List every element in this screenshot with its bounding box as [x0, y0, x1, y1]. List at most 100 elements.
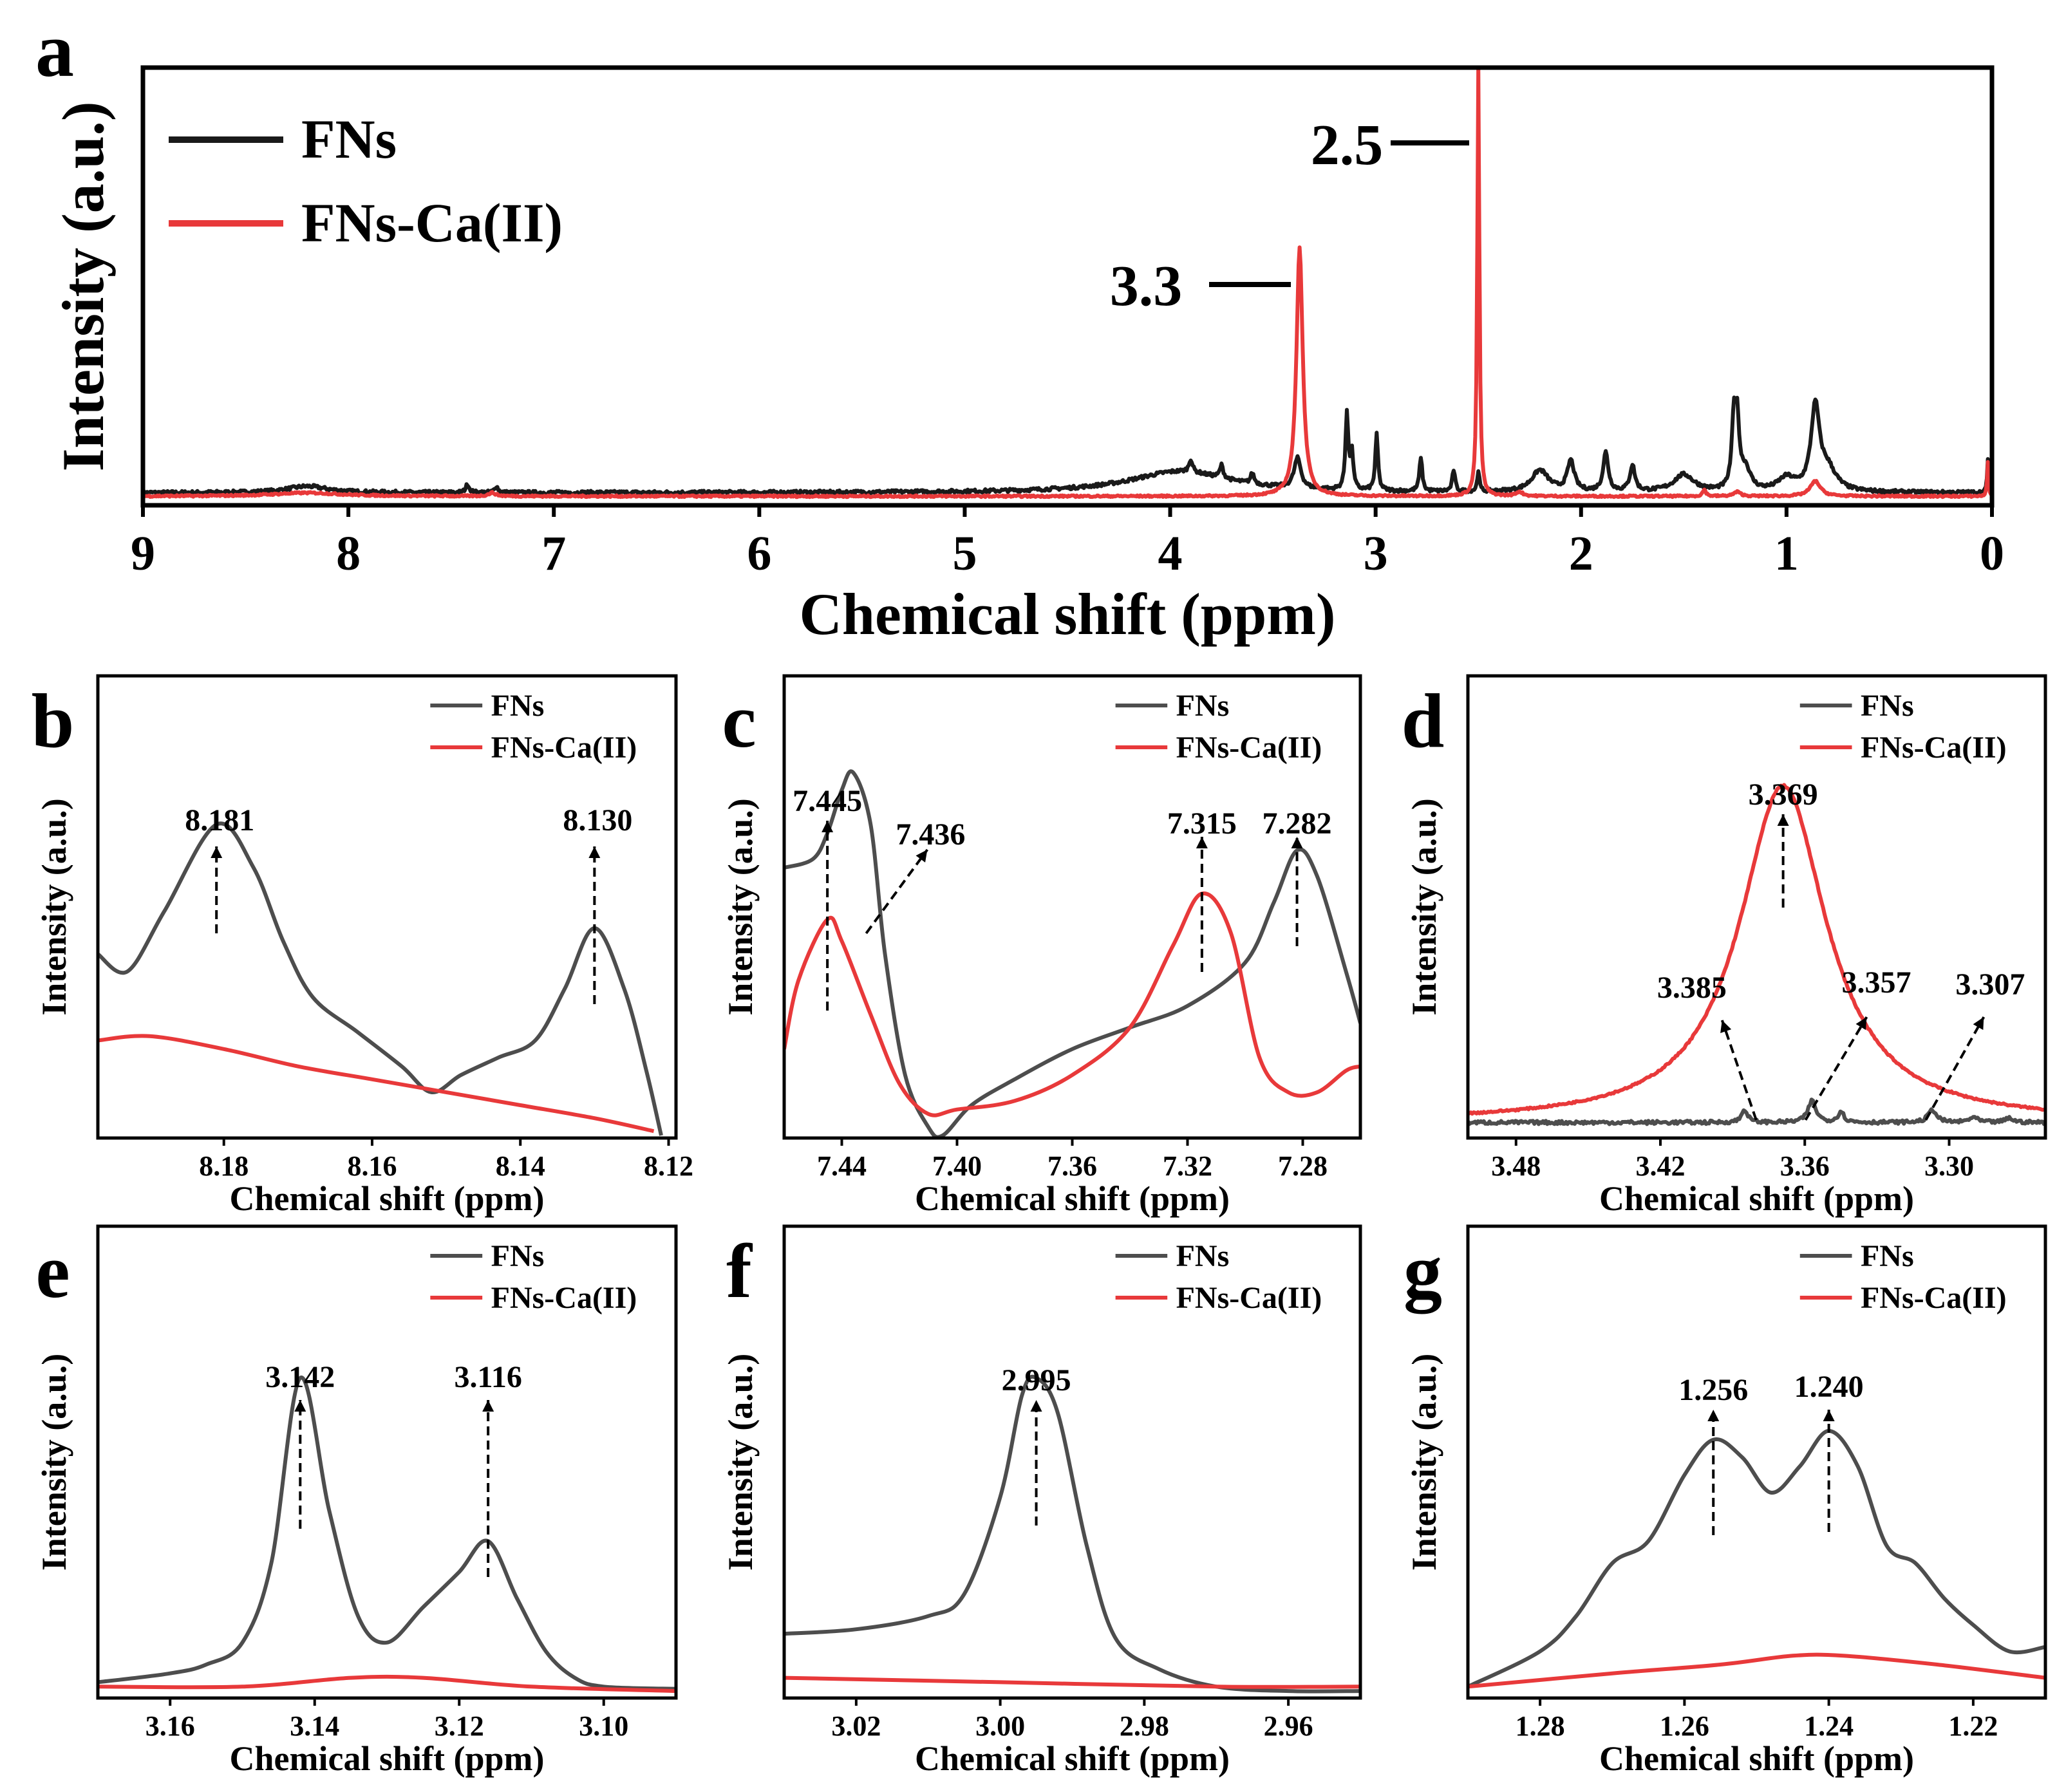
x-tick-label-e-1: 3.14	[290, 1710, 339, 1742]
legend-label-e-fns-ca: FNs-Ca(II)	[491, 1281, 637, 1315]
x-tick-label-f-1: 3.00	[975, 1710, 1025, 1742]
annotation-arrow-d-3	[1924, 1016, 1986, 1121]
panel-label-b: b	[32, 678, 75, 763]
annotation-label-g-1: 1.240	[1794, 1370, 1864, 1404]
y-axis-label-d: Intensity (a.u.)	[1405, 798, 1443, 1016]
legend-label-c-fns: FNs	[1176, 689, 1230, 723]
y-axis-label-e: Intensity (a.u.)	[35, 1354, 73, 1571]
x-axis-label-f: Chemical shift (ppm)	[915, 1739, 1230, 1778]
annotation-label-c-3: 7.282	[1263, 807, 1332, 841]
annotation-arrowhead-g-1	[1823, 1410, 1835, 1421]
panel-b: 8.18 8.16 8.14 8.12 Chemical shift (ppm) Inte…	[32, 674, 693, 1218]
x-tick-label-a-5: 4	[1158, 527, 1183, 581]
x-tick-label-g-2: 1.24	[1804, 1710, 1854, 1742]
annotation-arrowhead-d-1	[1720, 1020, 1732, 1033]
y-axis-label-a: Intensity (a.u.)	[50, 101, 116, 471]
x-tick-label-a-0: 9	[131, 527, 155, 581]
x-tick-label-b-2: 8.14	[496, 1150, 545, 1182]
annotation-arrowhead-c-3	[1291, 837, 1303, 848]
annotation-arrowhead-b-0	[211, 846, 223, 858]
annotation-arrowhead-c-0	[822, 821, 834, 832]
series-d-fns-ca	[1468, 783, 2045, 1116]
x-axis-label-g: Chemical shift (ppm)	[1599, 1739, 1914, 1778]
x-axis-label-b: Chemical shift (ppm)	[230, 1179, 545, 1218]
series-c-fns-ca	[784, 891, 1360, 1117]
x-tick-label-d-1: 3.42	[1636, 1150, 1686, 1182]
x-tick-label-d-2: 3.36	[1780, 1150, 1830, 1182]
x-tick-label-b-3: 8.12	[644, 1150, 693, 1182]
legend-label-f-fns-ca: FNs-Ca(II)	[1176, 1281, 1322, 1315]
annotation-arrowhead-e-0	[294, 1400, 306, 1412]
legend-label-g-fns: FNs	[1861, 1239, 1914, 1273]
annotation-arrowhead-f-0	[1030, 1400, 1042, 1412]
legend-label-d-fns: FNs	[1861, 689, 1914, 723]
x-tick-label-c-2: 7.36	[1047, 1150, 1097, 1182]
series-f-fns	[784, 1374, 1360, 1694]
panel-d: 3.48 3.42 3.36 3.30 Chemical shift (ppm) Inte…	[1402, 674, 2047, 1218]
panel-f: 3.02 3.00 2.98 2.96 Chemical shift (ppm) Inte…	[721, 1224, 1362, 1778]
legend-label-a-fns-ca: FNs-Ca(II)	[301, 192, 563, 254]
series-b-fns-ca	[98, 1034, 655, 1134]
legend-label-b-fns: FNs	[491, 689, 545, 723]
legend-label-f-fns: FNs	[1176, 1239, 1230, 1273]
series-a-fns	[143, 395, 1992, 496]
x-tick-label-a-2: 7	[541, 527, 566, 581]
annotation-label-c-0: 7.445	[793, 784, 862, 818]
x-tick-label-b-0: 8.18	[199, 1150, 249, 1182]
annotation-label-3.3: 3.3	[1110, 254, 1183, 318]
y-axis-label-b: Intensity (a.u.)	[35, 798, 73, 1016]
annotation-arrowhead-e-1	[482, 1400, 494, 1412]
plot-frame-g	[1466, 1224, 2047, 1700]
x-tick-label-e-0: 3.16	[146, 1710, 195, 1742]
annotation-label-d-3: 3.307	[1955, 967, 2025, 1002]
x-axis-label-a: Chemical shift (ppm)	[799, 581, 1335, 647]
series-a-fns-ca	[143, 68, 1992, 499]
y-axis-label-c: Intensity (a.u.)	[721, 798, 760, 1016]
x-tick-label-d-0: 3.48	[1491, 1150, 1541, 1182]
panel-label-g: g	[1404, 1228, 1442, 1314]
panel-e: 3.16 3.14 3.12 3.10 Chemical shift (ppm) Inte…	[35, 1224, 678, 1778]
annotation-arrowhead-d-0	[1777, 814, 1789, 826]
annotation-label-e-1: 3.116	[454, 1360, 521, 1394]
panel-label-e: e	[35, 1228, 70, 1314]
annotation-label-c-2: 7.315	[1167, 807, 1237, 841]
x-tick-label-a-9: 0	[1980, 527, 2004, 581]
x-tick-label-a-1: 8	[336, 527, 361, 581]
x-tick-label-c-1: 7.40	[932, 1150, 982, 1182]
plot-frame-e	[96, 1224, 678, 1700]
x-tick-label-c-0: 7.44	[817, 1150, 867, 1182]
panel-label-f: f	[726, 1228, 753, 1314]
legend-label-d-fns-ca: FNs-Ca(II)	[1861, 731, 2007, 765]
series-f-fns-ca	[784, 1675, 1360, 1689]
plot-frame-a	[140, 65, 1995, 508]
x-tick-label-b-1: 8.16	[347, 1150, 397, 1182]
x-tick-label-c-4: 7.28	[1278, 1150, 1328, 1182]
series-b-fns	[98, 821, 663, 1136]
x-tick-label-g-1: 1.26	[1660, 1710, 1709, 1742]
plot-frame-b	[96, 674, 678, 1140]
plot-frame-f	[782, 1224, 1362, 1700]
legend-label-a-fns: FNs	[301, 108, 397, 170]
panel-a: 9 8 7 6 5 4 3 2 1 0 Chemical shift (ppm) Intensity …	[35, 7, 2004, 647]
panel-g: 1.28 1.26 1.24 1.22 Chemical shift (ppm) Inte…	[1404, 1224, 2047, 1778]
annotation-arrow-d-1	[1720, 1020, 1758, 1121]
legend-label-e-fns: FNs	[491, 1239, 545, 1273]
x-tick-label-g-0: 1.28	[1516, 1710, 1565, 1742]
annotation-label-f-0: 2.995	[1002, 1363, 1071, 1397]
x-tick-label-g-3: 1.22	[1948, 1710, 1998, 1742]
annotation-arrowhead-c-2	[1196, 837, 1208, 848]
series-g-fns	[1468, 1429, 2045, 1688]
annotation-arrow-c-1	[865, 848, 929, 935]
annotation-label-c-1: 7.436	[896, 817, 965, 852]
panel-label-c: c	[722, 678, 756, 763]
annotation-arrowhead-d-3	[1973, 1017, 1984, 1031]
x-tick-label-f-0: 3.02	[831, 1710, 881, 1742]
annotation-label-e-0: 3.142	[265, 1360, 335, 1394]
annotation-arrowhead-c-1	[916, 850, 928, 863]
annotation-label-d-1: 3.385	[1657, 971, 1727, 1005]
legend-label-c-fns-ca: FNs-Ca(II)	[1176, 731, 1322, 765]
annotation-label-2.5: 2.5	[1311, 113, 1384, 177]
panel-c: 7.44 7.40 7.36 7.32 7.28 Chemical shift (ppm)…	[721, 674, 1362, 1218]
series-g-fns-ca	[1468, 1652, 2045, 1689]
